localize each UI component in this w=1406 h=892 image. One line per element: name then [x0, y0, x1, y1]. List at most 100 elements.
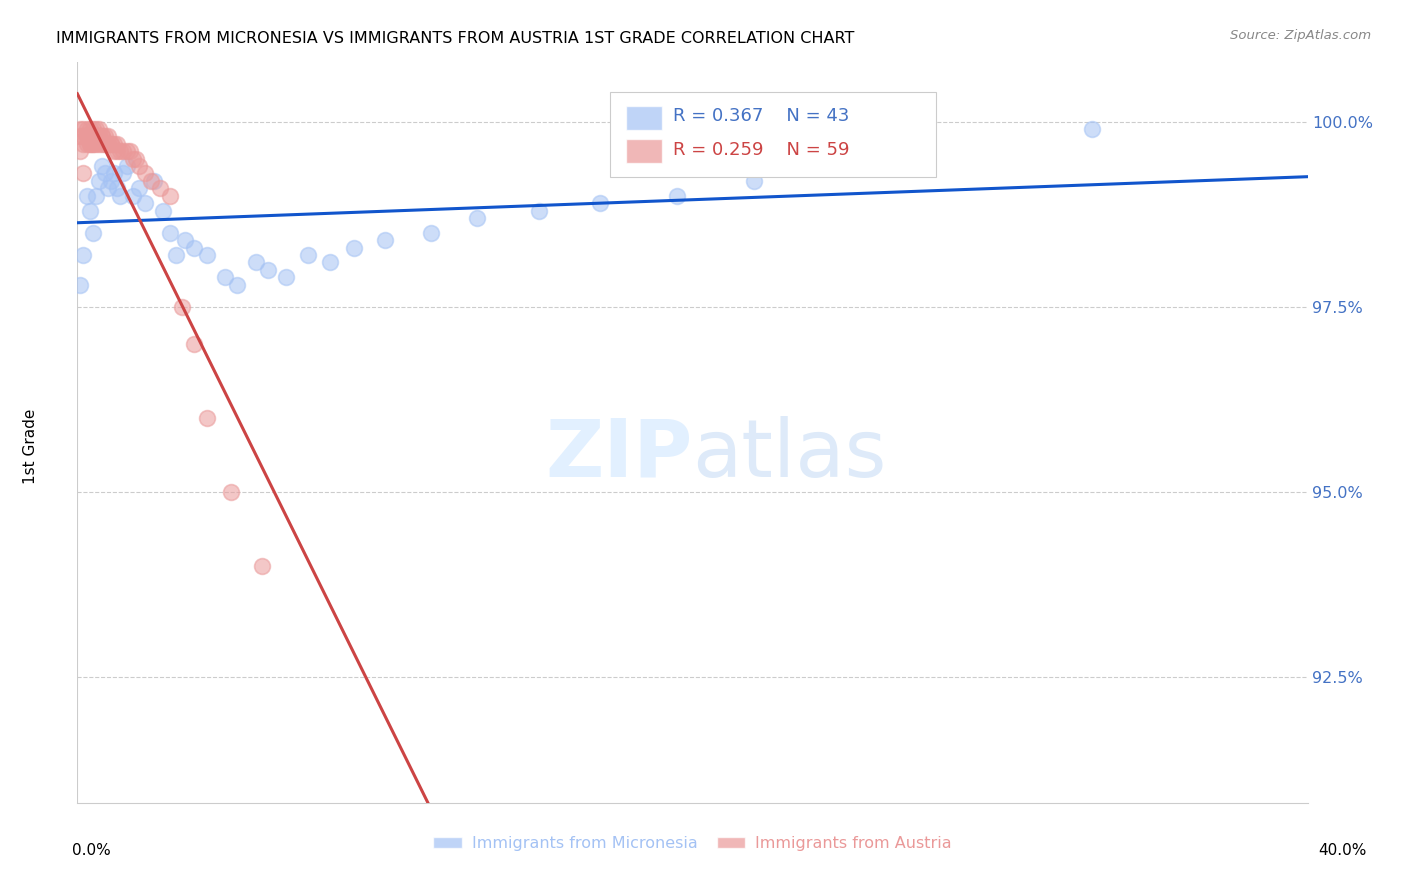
Point	[742, 174, 765, 188]
Text: ZIP: ZIP	[546, 416, 693, 494]
Point	[110, 145, 132, 159]
Point	[87, 129, 110, 144]
Point	[82, 136, 104, 151]
Point	[112, 145, 135, 159]
Point	[79, 122, 101, 136]
Point	[226, 277, 249, 292]
Point	[110, 188, 132, 202]
Point	[69, 277, 91, 292]
Point	[84, 129, 107, 144]
FancyBboxPatch shape	[626, 139, 662, 163]
Point	[84, 129, 107, 144]
Point	[76, 129, 98, 144]
Point	[195, 410, 218, 425]
Point	[84, 122, 107, 136]
Point	[72, 248, 94, 262]
Point	[159, 226, 181, 240]
Point	[374, 233, 396, 247]
Point	[87, 136, 110, 151]
Point	[103, 136, 125, 151]
Point	[76, 136, 98, 151]
Point	[159, 188, 181, 202]
Point	[257, 262, 280, 277]
Point	[149, 181, 172, 195]
Point	[87, 174, 110, 188]
Point	[128, 181, 150, 195]
Point	[128, 159, 150, 173]
Point	[174, 233, 197, 247]
Point	[87, 129, 110, 144]
Point	[79, 136, 101, 151]
Point	[245, 255, 267, 269]
Point	[97, 181, 120, 195]
Point	[82, 122, 104, 136]
Point	[69, 122, 91, 136]
Point	[195, 248, 218, 262]
Point	[121, 188, 143, 202]
FancyBboxPatch shape	[610, 92, 936, 178]
Point	[76, 129, 98, 144]
Point	[82, 129, 104, 144]
Point	[121, 152, 143, 166]
Point	[589, 196, 612, 211]
Point	[465, 211, 488, 225]
Point	[94, 136, 117, 151]
Point	[170, 300, 193, 314]
Point	[82, 136, 104, 151]
Point	[105, 136, 128, 151]
Point	[276, 270, 298, 285]
Point	[69, 129, 91, 144]
Point	[100, 174, 122, 188]
Point	[97, 136, 120, 151]
Point	[82, 129, 104, 144]
Point	[125, 152, 148, 166]
Point	[165, 248, 187, 262]
Point	[105, 181, 128, 195]
Text: R = 0.367    N = 43: R = 0.367 N = 43	[673, 108, 849, 126]
Point	[152, 203, 174, 218]
Point	[79, 136, 101, 151]
Point	[84, 188, 107, 202]
Point	[219, 484, 242, 499]
Point	[183, 336, 205, 351]
Point	[94, 167, 117, 181]
Point	[105, 145, 128, 159]
Point	[90, 136, 114, 151]
Point	[79, 129, 101, 144]
Text: IMMIGRANTS FROM MICRONESIA VS IMMIGRANTS FROM AUSTRIA 1ST GRADE CORRELATION CHAR: IMMIGRANTS FROM MICRONESIA VS IMMIGRANTS…	[56, 31, 855, 46]
Point	[84, 136, 107, 151]
Point	[115, 145, 138, 159]
Text: atlas: atlas	[693, 416, 887, 494]
Point	[69, 145, 91, 159]
Point	[100, 136, 122, 151]
Point	[183, 241, 205, 255]
Text: 40.0%: 40.0%	[1319, 843, 1367, 858]
Point	[103, 167, 125, 181]
Point	[250, 558, 273, 573]
Point	[318, 255, 340, 269]
Point	[72, 136, 94, 151]
Point	[297, 248, 319, 262]
Point	[112, 167, 135, 181]
Point	[420, 226, 443, 240]
Point	[97, 136, 120, 151]
Point	[94, 136, 117, 151]
Text: Source: ZipAtlas.com: Source: ZipAtlas.com	[1230, 29, 1371, 42]
Point	[90, 129, 114, 144]
Point	[94, 129, 117, 144]
Point	[115, 159, 138, 173]
Point	[72, 129, 94, 144]
Point	[76, 122, 98, 136]
Legend: Immigrants from Micronesia, Immigrants from Austria: Immigrants from Micronesia, Immigrants f…	[427, 830, 957, 858]
Point	[134, 167, 156, 181]
Point	[343, 241, 366, 255]
Point	[134, 196, 156, 211]
Point	[143, 174, 166, 188]
Point	[72, 167, 94, 181]
Text: R = 0.259    N = 59: R = 0.259 N = 59	[673, 141, 849, 159]
Point	[214, 270, 236, 285]
Point	[666, 188, 689, 202]
Point	[82, 226, 104, 240]
Point	[90, 129, 114, 144]
Point	[100, 136, 122, 151]
